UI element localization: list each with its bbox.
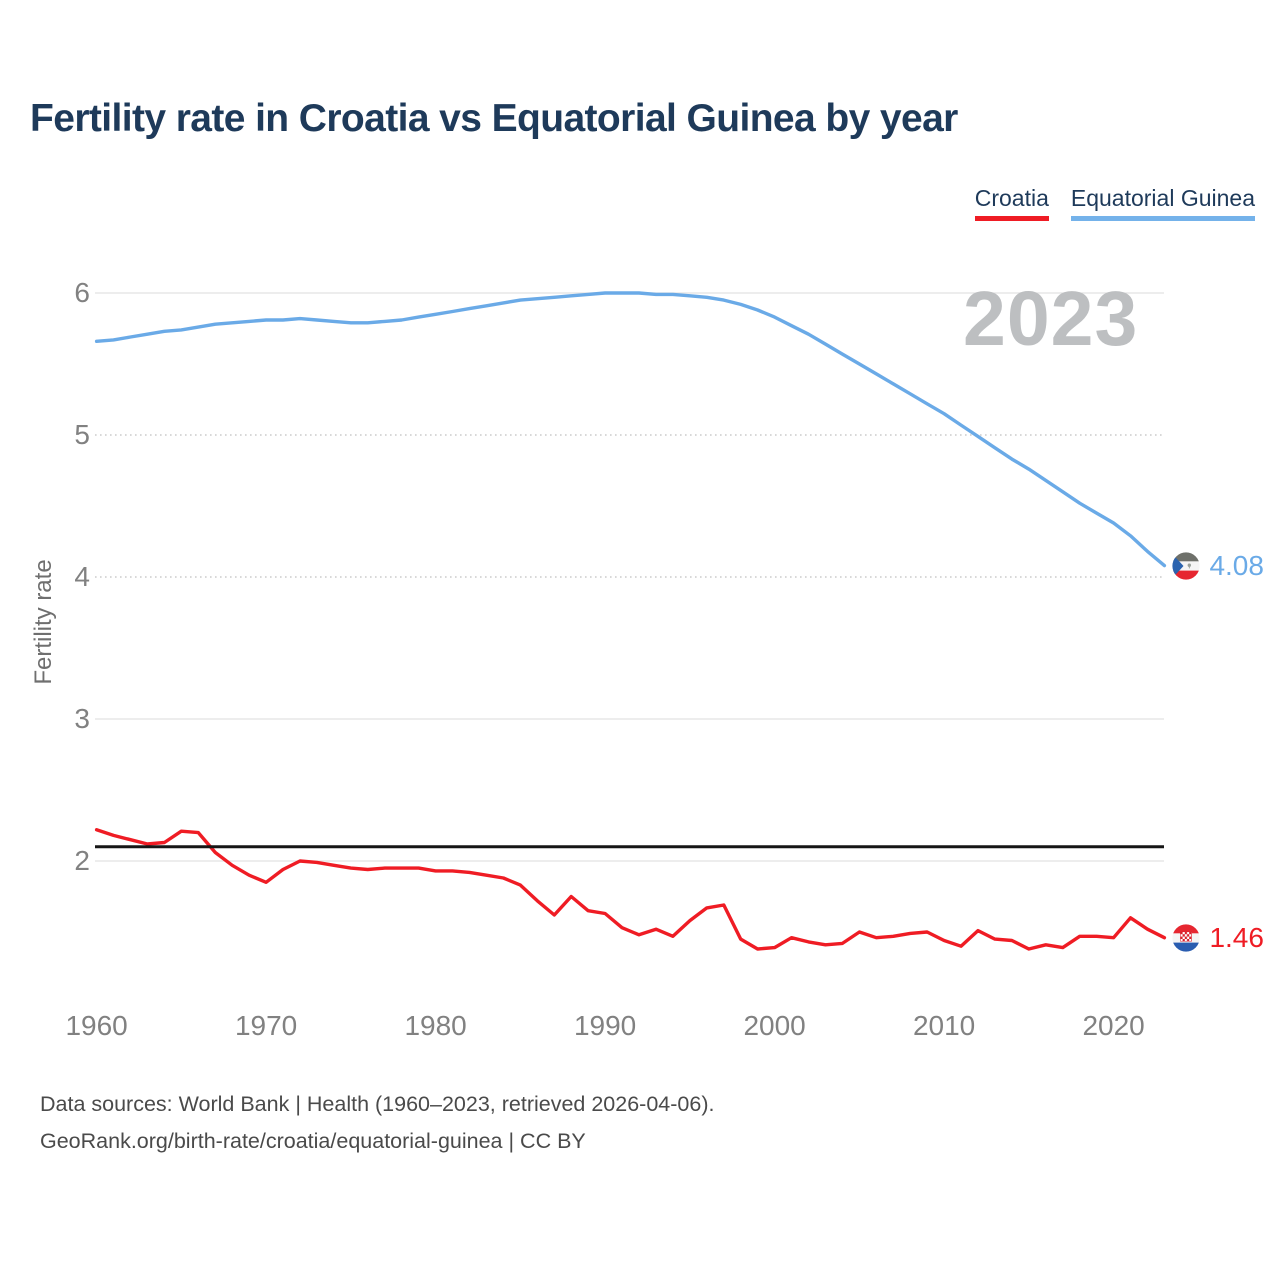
year-watermark: 2023 — [963, 276, 1139, 362]
endpoint-equatorial-guinea: 4.08 — [1172, 549, 1264, 581]
endpoint-value-equatorial-guinea: 4.08 — [1209, 549, 1264, 581]
x-tick-1960: 1960 — [65, 1010, 128, 1041]
footer: Data sources: World Bank | Health (1960–… — [40, 1086, 714, 1160]
footer-sources: Data sources: World Bank | Health (1960–… — [40, 1092, 715, 1116]
y-tick-6: 6 — [74, 277, 90, 308]
chart-title: Fertility rate in Croatia vs Equatorial … — [30, 97, 958, 140]
x-tick-1990: 1990 — [573, 1010, 637, 1041]
x-tick-2010: 2010 — [912, 1010, 976, 1041]
y-tick-4: 4 — [74, 561, 90, 592]
x-tick-2000: 2000 — [743, 1010, 806, 1041]
legend-item-croatia[interactable]: Croatia — [974, 185, 1049, 221]
y-tick-2: 2 — [74, 845, 90, 876]
y-tick-5: 5 — [74, 419, 90, 450]
legend-item-equatorial-guinea[interactable]: Equatorial Guinea — [1070, 185, 1255, 221]
croatia-flag-icon — [1172, 924, 1201, 952]
croatia-line — [94, 828, 1167, 951]
footer-attribution: GeoRank.org/birth-rate/croatia/equatoria… — [40, 1129, 586, 1153]
legend: Croatia Equatorial Guinea — [974, 185, 1255, 221]
y-tick-3: 3 — [74, 703, 90, 734]
x-tick-1970: 1970 — [234, 1010, 298, 1041]
x-tick-2020: 2020 — [1082, 1010, 1145, 1041]
x-tick-1980: 1980 — [404, 1010, 467, 1041]
endpoint-croatia: 1.46 — [1172, 921, 1264, 953]
endpoint-value-croatia: 1.46 — [1209, 921, 1264, 953]
equatorial-guinea-flag-icon — [1172, 552, 1201, 580]
equatorial-guinea-line — [94, 291, 1167, 568]
